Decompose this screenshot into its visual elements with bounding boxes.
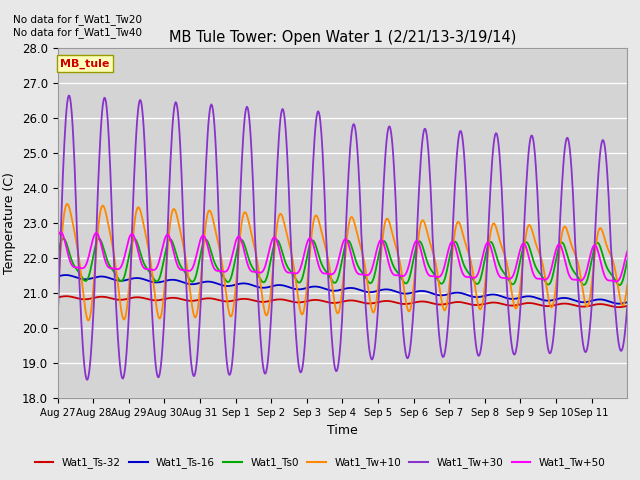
Wat1_Ts-32 (276, 297, 284, 302)
Wat1_Tw+50 (254, 269, 262, 275)
Wat1_Tw+30 (122, 357, 130, 363)
Text: No data for f_Wat1_Tw20
No data for f_Wat1_Tw40: No data for f_Wat1_Tw20 No data for f_Wa… (13, 14, 142, 38)
Text: MB_tule: MB_tule (60, 59, 110, 69)
Wat1_Ts-16 (276, 282, 284, 288)
Wat1_Ts-16 (54, 274, 61, 279)
X-axis label: Time: Time (327, 424, 358, 437)
Wat1_Ts-32 (434, 301, 442, 307)
Wat1_Tw+50 (434, 274, 442, 280)
Wat1_Tw+10 (84, 317, 92, 323)
Line: Wat1_Ts0: Wat1_Ts0 (58, 239, 627, 285)
Wat1_Tw+50 (226, 262, 234, 267)
Wat1_Ts-16 (226, 283, 234, 289)
Wat1_Tw+10 (623, 282, 631, 288)
Wat1_Ts0 (122, 271, 129, 276)
Line: Wat1_Ts-32: Wat1_Ts-32 (58, 296, 627, 307)
Wat1_Ts-32 (623, 303, 631, 309)
Wat1_Ts-16 (434, 292, 442, 298)
Y-axis label: Temperature (C): Temperature (C) (3, 172, 16, 274)
Wat1_Tw+30 (435, 326, 442, 332)
Wat1_Ts0 (254, 273, 262, 278)
Wat1_Ts-32 (402, 301, 410, 307)
Wat1_Tw+50 (122, 251, 129, 257)
Wat1_Ts0 (276, 241, 284, 247)
Wat1_Tw+30 (83, 377, 91, 383)
Wat1_Ts0 (226, 277, 234, 283)
Wat1_Tw+30 (54, 314, 61, 320)
Wat1_Ts-32 (122, 297, 129, 302)
Line: Wat1_Tw+30: Wat1_Tw+30 (58, 96, 627, 380)
Wat1_Ts0 (434, 277, 442, 283)
Wat1_Ts-16 (122, 277, 129, 283)
Wat1_Tw+10 (255, 268, 262, 274)
Wat1_Tw+50 (54, 235, 61, 240)
Wat1_Ts-16 (402, 291, 410, 297)
Wat1_Ts-32 (54, 295, 61, 300)
Wat1_Ts0 (616, 282, 623, 288)
Wat1_Ts0 (402, 281, 410, 287)
Wat1_Ts-32 (63, 293, 70, 299)
Wat1_Tw+10 (63, 201, 71, 207)
Wat1_Tw+10 (54, 287, 61, 293)
Wat1_Ts-32 (226, 299, 234, 304)
Wat1_Tw+50 (57, 229, 65, 235)
Wat1_Tw+50 (623, 249, 631, 254)
Legend: Wat1_Ts-32, Wat1_Ts-16, Wat1_Ts0, Wat1_Tw+10, Wat1_Tw+30, Wat1_Tw+50: Wat1_Ts-32, Wat1_Ts-16, Wat1_Ts0, Wat1_T… (30, 453, 610, 472)
Line: Wat1_Ts-16: Wat1_Ts-16 (58, 275, 627, 304)
Wat1_Ts-32 (614, 304, 622, 310)
Wat1_Tw+10 (403, 302, 410, 308)
Wat1_Tw+30 (65, 93, 72, 98)
Wat1_Tw+50 (612, 278, 620, 284)
Line: Wat1_Tw+10: Wat1_Tw+10 (58, 204, 627, 320)
Wat1_Ts0 (54, 253, 61, 259)
Wat1_Tw+10 (122, 312, 130, 317)
Wat1_Tw+30 (255, 309, 262, 314)
Title: MB Tule Tower: Open Water 1 (2/21/13-3/19/14): MB Tule Tower: Open Water 1 (2/21/13-3/1… (169, 30, 516, 46)
Wat1_Tw+10 (227, 313, 234, 319)
Wat1_Tw+30 (276, 116, 284, 122)
Wat1_Ts-16 (615, 301, 623, 307)
Wat1_Ts-16 (623, 300, 631, 305)
Wat1_Ts0 (623, 258, 631, 264)
Wat1_Tw+50 (276, 249, 284, 254)
Wat1_Tw+10 (435, 278, 442, 284)
Wat1_Ts-16 (62, 272, 70, 278)
Wat1_Ts0 (60, 236, 67, 241)
Wat1_Ts-32 (254, 299, 262, 304)
Wat1_Ts-16 (254, 284, 262, 290)
Wat1_Tw+30 (403, 354, 410, 360)
Wat1_Tw+30 (227, 370, 234, 376)
Wat1_Tw+30 (623, 304, 631, 310)
Wat1_Tw+10 (276, 211, 284, 216)
Line: Wat1_Tw+50: Wat1_Tw+50 (58, 232, 627, 281)
Wat1_Tw+50 (402, 271, 410, 276)
